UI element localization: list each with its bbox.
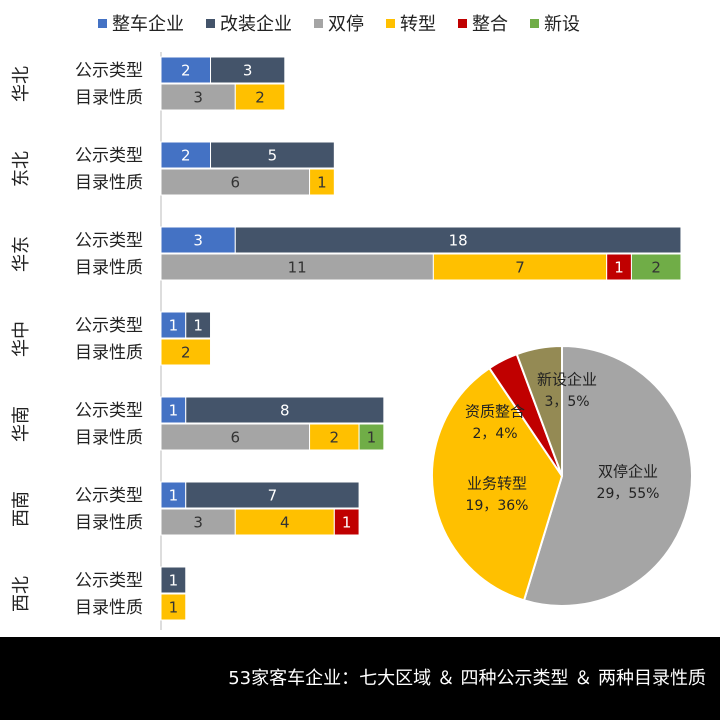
legend-label: 转型 (400, 14, 436, 35)
bar-value-label: 2 (651, 259, 661, 277)
bar-segment (185, 481, 360, 509)
region-label: 东北 (11, 151, 32, 187)
category-label: 公示类型 (75, 146, 143, 166)
bar-value-label: 2 (330, 429, 340, 447)
region-label: 华东 (11, 236, 32, 272)
bar-value-label: 7 (515, 259, 525, 277)
category-label: 目录性质 (75, 173, 143, 193)
region-label: 西北 (11, 576, 32, 612)
region-label: 华中 (11, 321, 32, 357)
bar-value-label: 3 (193, 89, 203, 107)
bar-value-label: 1 (169, 599, 179, 617)
bar-value-label: 2 (181, 344, 191, 362)
pie-slice (515, 344, 563, 477)
bar-segment (160, 593, 187, 621)
pie-label: 新设企业 (537, 371, 597, 389)
pie-slice (522, 344, 693, 607)
category-label: 公示类型 (75, 571, 143, 591)
category-label: 公示类型 (75, 231, 143, 251)
bar-segment (630, 253, 682, 281)
bar-segment (210, 56, 286, 84)
category-label: 目录性质 (75, 343, 143, 363)
category-label: 目录性质 (75, 598, 143, 618)
category-label: 公示类型 (75, 61, 143, 81)
legend-swatch (530, 19, 539, 28)
bar-segment (234, 508, 335, 536)
bar-value-label: 3 (243, 62, 253, 80)
category-label: 目录性质 (75, 513, 143, 533)
bar-segment (309, 423, 360, 451)
bar-segment (160, 83, 236, 111)
bar-value-label: 1 (342, 514, 352, 532)
category-label: 公示类型 (75, 401, 143, 421)
bar-segment (160, 396, 187, 424)
bar-segment (234, 83, 286, 111)
bar-value-label: 5 (268, 147, 278, 165)
category-label: 目录性质 (75, 88, 143, 108)
pie-label: 业务转型 (467, 475, 527, 493)
region-label: 华北 (11, 66, 32, 102)
bar-value-label: 8 (280, 402, 290, 420)
bar-value-label: 3 (193, 514, 203, 532)
category-label: 公示类型 (75, 486, 143, 506)
legend-swatch (458, 19, 467, 28)
pie-slice (431, 366, 564, 602)
bar-segment (210, 141, 335, 169)
bar-segment (160, 253, 434, 281)
pie-value-label: 3，5% (544, 394, 589, 410)
legend-swatch (206, 19, 215, 28)
legend-swatch (98, 19, 107, 28)
bar-value-label: 6 (231, 174, 241, 192)
region-label: 西南 (11, 491, 32, 527)
pie-value-label: 19，36% (466, 498, 529, 514)
legend-swatch (314, 19, 323, 28)
pie-label: 双停企业 (598, 463, 658, 481)
bar-value-label: 2 (255, 89, 265, 107)
bar-segment (185, 396, 385, 424)
region-label: 华南 (11, 406, 32, 442)
pie-value-label: 29，55% (597, 486, 660, 502)
bar-value-label: 1 (169, 402, 179, 420)
bar-value-label: 1 (193, 317, 203, 335)
bar-segment (333, 508, 360, 536)
bar-value-label: 6 (231, 429, 241, 447)
bar-value-label: 1 (169, 317, 179, 335)
pie-value-label: 2，4% (472, 426, 517, 442)
bar-segment (160, 311, 187, 339)
bar-segment (160, 226, 236, 254)
bar-segment (160, 481, 187, 509)
bar-value-label: 4 (280, 514, 290, 532)
bar-segment (160, 338, 212, 366)
bar-value-label: 2 (181, 62, 191, 80)
caption: 53家客车企业：七大区域 ＆ 四种公示类型 ＆ 两种目录性质 (0, 637, 720, 720)
bar-segment (234, 226, 682, 254)
bar-value-label: 18 (449, 232, 468, 250)
bar-segment (160, 423, 311, 451)
bar-value-label: 1 (317, 174, 327, 192)
bar-value-label: 1 (169, 487, 179, 505)
category-label: 公示类型 (75, 316, 143, 336)
bar-segment (160, 566, 187, 594)
legend-label: 双停 (328, 14, 364, 35)
legend-label: 新设 (544, 14, 580, 35)
bar-value-label: 7 (268, 487, 278, 505)
bar-segment (185, 311, 212, 339)
bar-value-label: 11 (288, 259, 307, 277)
bar-value-label: 1 (614, 259, 624, 277)
category-label: 目录性质 (75, 258, 143, 278)
bar-value-label: 1 (169, 572, 179, 590)
bar-segment (358, 423, 385, 451)
bar-value-label: 3 (193, 232, 203, 250)
bar-value-label: 1 (367, 429, 377, 447)
pie-label: 资质整合 (465, 403, 525, 421)
bar-value-label: 2 (181, 147, 191, 165)
legend-label: 整车企业 (112, 14, 184, 35)
legend-swatch (386, 19, 395, 28)
bar-segment (309, 168, 335, 196)
category-label: 目录性质 (75, 428, 143, 448)
legend-label: 改装企业 (220, 14, 292, 35)
legend-label: 整合 (472, 14, 508, 35)
